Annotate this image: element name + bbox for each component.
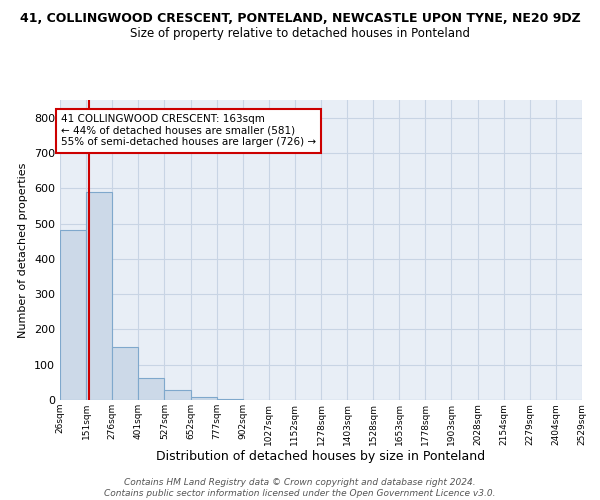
Bar [60, 230, 86, 400]
Text: 41, COLLINGWOOD CRESCENT, PONTELAND, NEWCASTLE UPON TYNE, NE20 9DZ: 41, COLLINGWOOD CRESCENT, PONTELAND, NEW… [20, 12, 580, 26]
Y-axis label: Number of detached properties: Number of detached properties [19, 162, 28, 338]
Text: Size of property relative to detached houses in Ponteland: Size of property relative to detached ho… [130, 28, 470, 40]
Bar [164, 390, 191, 400]
Bar [191, 397, 217, 400]
Bar [86, 192, 112, 400]
Bar [217, 398, 242, 400]
Text: Contains HM Land Registry data © Crown copyright and database right 2024.
Contai: Contains HM Land Registry data © Crown c… [104, 478, 496, 498]
Text: 41 COLLINGWOOD CRESCENT: 163sqm
← 44% of detached houses are smaller (581)
55% o: 41 COLLINGWOOD CRESCENT: 163sqm ← 44% of… [61, 114, 316, 148]
X-axis label: Distribution of detached houses by size in Ponteland: Distribution of detached houses by size … [157, 450, 485, 464]
Bar [112, 347, 138, 400]
Bar [138, 378, 164, 400]
